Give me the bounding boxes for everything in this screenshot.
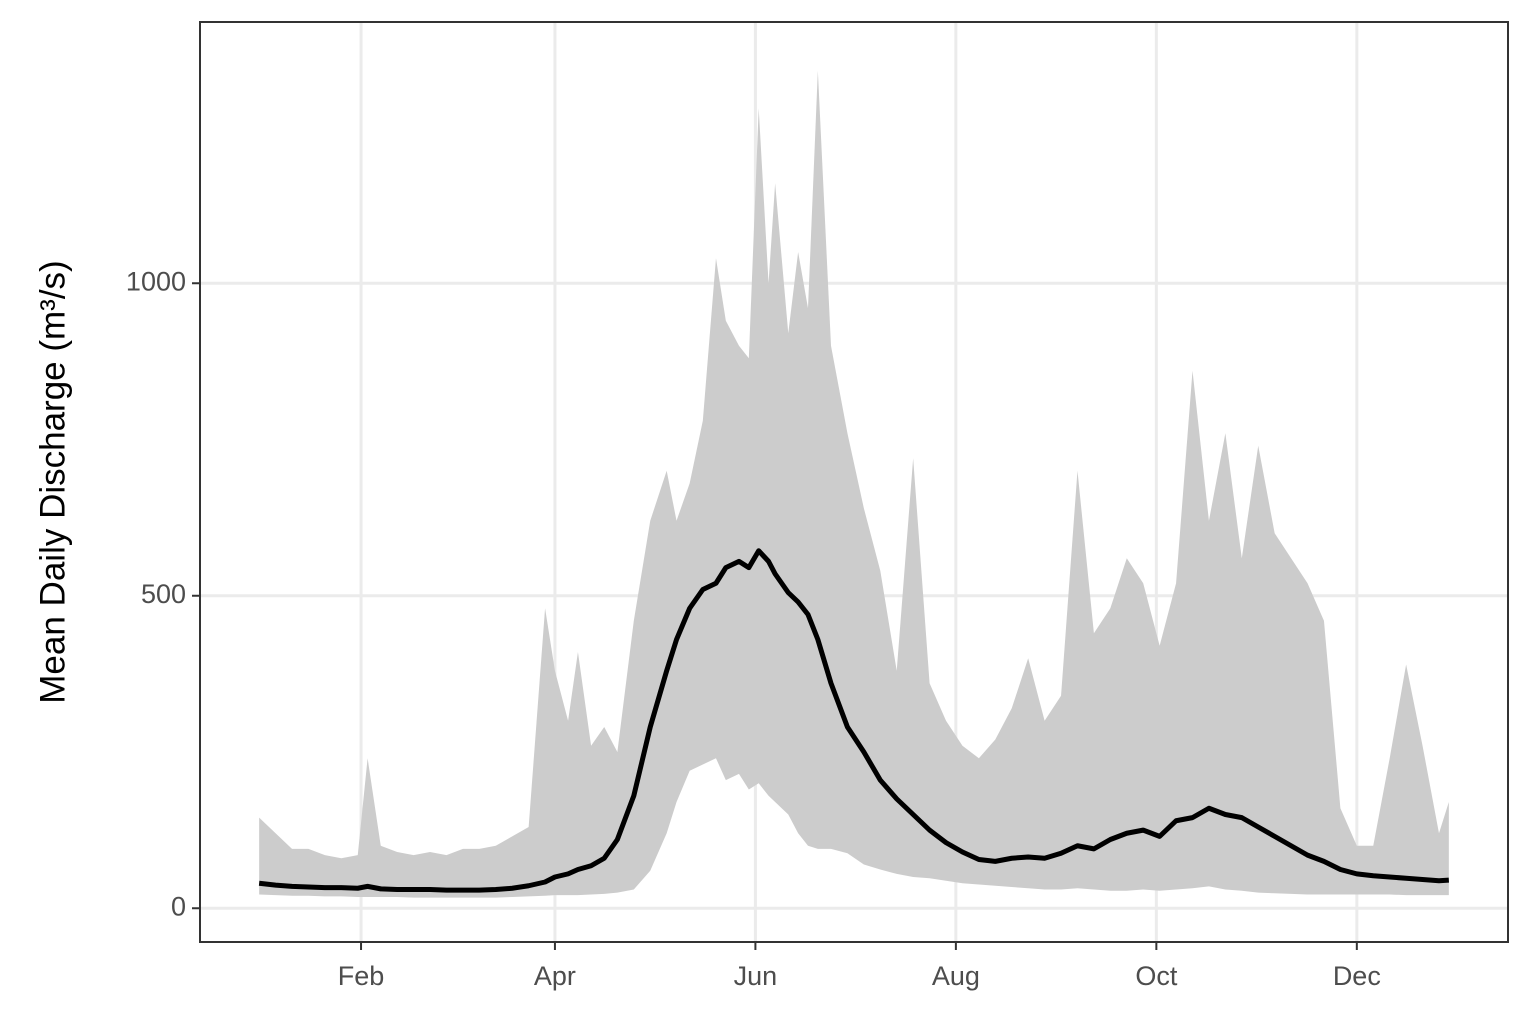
y-tick-label: 0 — [171, 891, 186, 921]
plot-border — [199, 21, 1509, 943]
y-tick-label: 1000 — [126, 266, 186, 296]
x-tick-label: Jun — [734, 961, 778, 991]
x-tick-label: Aug — [932, 961, 980, 991]
x-tick-label: Apr — [534, 961, 576, 991]
y-axis-label: Mean Daily Discharge (m³/s) — [33, 260, 72, 703]
range-band — [259, 70, 1449, 898]
mean-line — [258, 548, 1449, 893]
x-tick-label: Feb — [338, 961, 385, 991]
x-tick-label: Oct — [1135, 961, 1178, 991]
x-tick-label: Dec — [1333, 961, 1381, 991]
y-tick-label: 500 — [141, 579, 186, 609]
